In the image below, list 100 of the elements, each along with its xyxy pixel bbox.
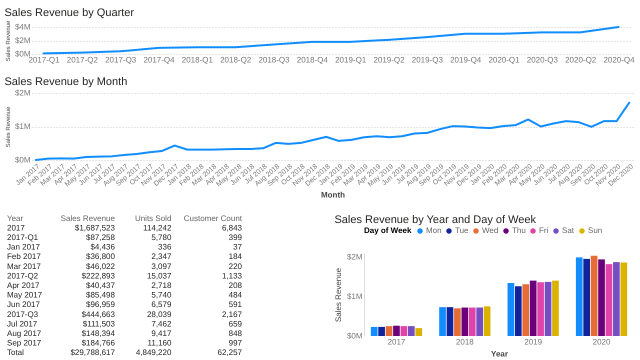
line-series [34, 102, 630, 161]
text: 9,417 [151, 329, 172, 338]
x-tick-label: 2020-Q3 [526, 56, 558, 64]
text: $444,663 [82, 310, 115, 319]
category-label: 2017 [7, 223, 25, 232]
text: $46,022 [86, 262, 115, 271]
text: 591 [228, 300, 242, 310]
x-tick-label: 2017-Q4 [143, 56, 176, 64]
bar [583, 258, 590, 336]
text: 997 [228, 338, 242, 348]
text: 659 [228, 319, 242, 328]
bar [613, 262, 620, 336]
text: 37 [233, 242, 242, 252]
text: 114,242 [143, 223, 172, 232]
legend-label: Tue [455, 226, 470, 235]
text: 28,039 [146, 310, 172, 319]
bar [461, 308, 468, 336]
y-tick-label: $2M [14, 88, 31, 98]
category-label: Aug 2017 [7, 329, 42, 338]
y-tick-label: $0M [14, 156, 31, 164]
category-label: Total [7, 348, 24, 358]
bar [468, 308, 476, 336]
bar [514, 286, 522, 336]
text: $184,766 [82, 338, 115, 348]
text: 208 [228, 281, 242, 290]
x-tick-label: 2017 [388, 338, 406, 346]
chart-title: Sales Revenue by Quarter [4, 7, 134, 20]
category-label: Jun 2017 [7, 300, 40, 310]
bar [552, 280, 559, 336]
text: 6,843 [222, 223, 242, 232]
x-tick-label: 2019-Q2 [373, 56, 406, 64]
y-tick-label: $2M [14, 36, 31, 45]
category-label: Sales Revenue [60, 214, 116, 223]
y-axis-title: Sales Revenue [334, 267, 343, 322]
bar [620, 262, 628, 336]
text: 2,347 [151, 252, 172, 262]
x-tick-label: 2017-Q2 [66, 56, 98, 64]
x-tick-label: 2019 [524, 338, 543, 346]
text: $85,498 [86, 290, 115, 300]
x-tick-label: 2018-Q4 [296, 56, 328, 64]
x-tick-label: 2018-Q2 [220, 56, 252, 64]
bar [378, 326, 385, 336]
bar [370, 326, 378, 336]
y-tick-label: $1M [346, 292, 363, 301]
x-tick-label: 2018-Q3 [258, 56, 290, 64]
bar [400, 326, 408, 336]
text: $87,258 [86, 233, 115, 242]
text: $4,436 [90, 242, 115, 252]
text: 5,740 [151, 290, 172, 300]
text: 4,849,220 [136, 348, 172, 358]
x-tick-label: 2018 [456, 338, 474, 346]
x-tick-label: 2020 [592, 338, 611, 346]
text: 7,462 [151, 319, 172, 328]
bar [590, 256, 598, 336]
bar [576, 257, 583, 336]
category-label: 2017-Q1 [7, 233, 38, 242]
text: 1,133 [222, 271, 242, 280]
category-label: Apr 2017 [7, 281, 40, 290]
text: $1,687,523 [74, 223, 115, 232]
category-label: Jul 2017 [7, 319, 38, 328]
category-label: Jan 2017 [7, 242, 40, 252]
x-axis-title: Month [321, 190, 346, 200]
legend-title: Day of Week [364, 226, 412, 235]
category-label: 2017-Q3 [7, 310, 38, 319]
text: 2,167 [222, 310, 242, 319]
text: 2,718 [151, 281, 172, 290]
bar [408, 326, 415, 336]
bar [530, 280, 537, 336]
legend-label: Sun [588, 226, 602, 235]
text: $40,437 [86, 281, 115, 290]
x-tick-label: 2020-Q1 [488, 56, 520, 64]
bar [415, 328, 422, 336]
bar [454, 308, 461, 336]
bar [446, 307, 454, 336]
x-tick-label: 2020-Q2 [565, 56, 597, 64]
x-tick-label: 2019-Q1 [335, 56, 367, 64]
category-label: 2017-Q2 [7, 271, 38, 280]
legend-label: Mon [426, 226, 442, 235]
text: $111,503 [82, 319, 115, 328]
bar [606, 264, 612, 336]
category-label: Units Sold [134, 214, 172, 223]
y-tick-label: $4M [14, 22, 31, 32]
legend-label: Thu [512, 226, 526, 235]
bar [544, 282, 552, 336]
chart-title: Sales Revenue by Month [4, 76, 128, 88]
text: $222,893 [82, 271, 115, 280]
text: 62,257 [218, 348, 242, 358]
bar [484, 306, 490, 336]
text: $96,959 [86, 300, 115, 310]
legend-label: Fri [539, 226, 549, 235]
text: 484 [228, 290, 242, 300]
text: 336 [158, 242, 172, 252]
category-label: Year [7, 214, 24, 223]
bar [537, 282, 544, 336]
x-tick-label: 2017-Q3 [105, 56, 137, 64]
y-tick-label: $2M [346, 252, 363, 262]
line-series [42, 26, 620, 54]
y-tick-label: $1M [14, 122, 31, 131]
chart-title: Sales Revenue by Year and Day of Week [334, 214, 537, 226]
x-axis-title: Year [491, 350, 508, 358]
